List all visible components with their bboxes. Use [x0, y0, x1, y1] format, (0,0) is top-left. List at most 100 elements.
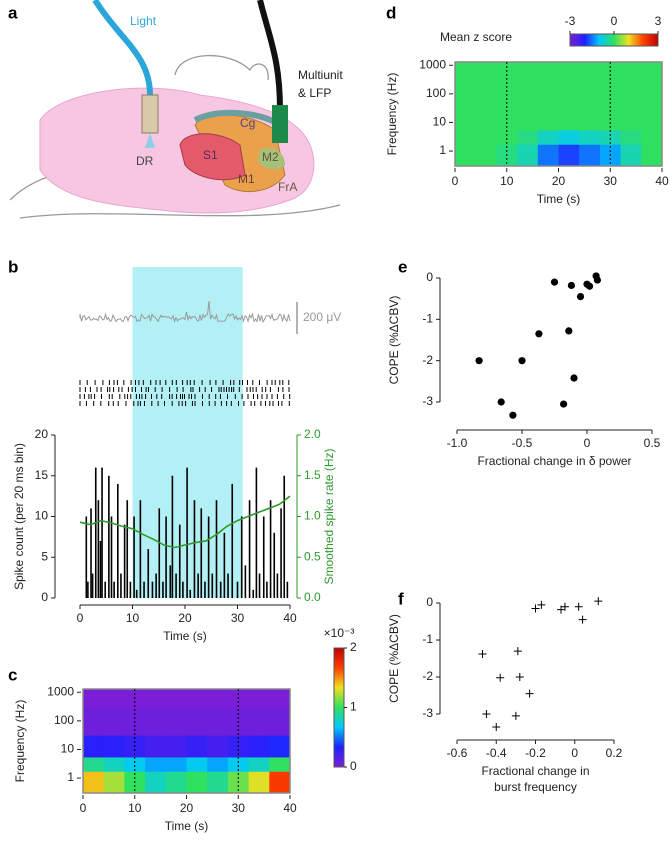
cortex [258, 148, 285, 170]
electrode-base [272, 105, 288, 143]
x-tick-label: -0.2 [525, 746, 546, 760]
x-tick-label: 30 [232, 801, 246, 815]
bar [207, 516, 210, 598]
point [570, 374, 578, 382]
heat-cell [83, 735, 105, 758]
heat-cell [517, 144, 539, 167]
bar [178, 524, 181, 598]
panel-letter: d [386, 3, 396, 22]
point [531, 604, 540, 613]
y-tick-label: 1000 [419, 57, 446, 71]
bar [236, 581, 239, 598]
point [525, 689, 534, 698]
bar [162, 581, 164, 598]
bar [139, 500, 142, 598]
bar [101, 467, 103, 598]
heat-cell [165, 735, 187, 758]
outline [19, 204, 341, 219]
bar [280, 508, 282, 598]
bar [215, 500, 218, 598]
heat-cell [475, 144, 497, 167]
y-tick-label: 10 [433, 115, 447, 129]
x-tick-label: 30 [604, 174, 618, 188]
point [550, 278, 559, 286]
x-tick-label: 20 [552, 174, 566, 188]
y-axis-label: Smoothed spike rate (Hz) [322, 448, 336, 584]
bar [240, 516, 243, 598]
point [586, 282, 594, 290]
heat-cell [207, 735, 229, 758]
heat-cell [248, 771, 270, 794]
electrode [257, 0, 283, 111]
heat-cell [475, 62, 497, 81]
x-tick-label: 30 [231, 611, 245, 625]
x-axis-label: Fractional change in δ power [477, 454, 631, 468]
x-axis-label: Time (s) [537, 192, 581, 206]
heat-cell [455, 108, 477, 131]
bar [151, 581, 154, 598]
y-axis-label: Frequency (Hz) [385, 73, 399, 156]
point [537, 600, 546, 609]
heat-cell [558, 62, 580, 81]
fiber [92, 0, 153, 96]
colorbar-tick-label: -3 [565, 14, 576, 28]
bar [133, 516, 135, 598]
x-tick-label: 40 [655, 174, 669, 188]
y-tick-label: 1.5 [304, 468, 321, 482]
label: S1 [203, 148, 218, 162]
y-axis-label: COPE (%ΔCBV) [387, 296, 401, 385]
panel-letter: f [398, 589, 404, 608]
panel-letter: b [8, 257, 18, 276]
x-tick-label: 10 [126, 611, 140, 625]
heat-cell [455, 129, 477, 145]
heat-cell [248, 706, 270, 736]
heat-cell [579, 144, 601, 167]
bar [175, 573, 177, 598]
heat-cell [537, 144, 559, 167]
x-tick-label: 0 [80, 801, 87, 815]
bar [269, 500, 272, 598]
bar [171, 475, 174, 598]
label: & LFP [298, 86, 331, 100]
point [492, 722, 501, 731]
y-axis-label: COPE (%ΔCBV) [387, 614, 401, 703]
bar [123, 524, 126, 598]
bar [255, 467, 258, 598]
heat-cell [517, 62, 539, 81]
bar [169, 565, 172, 598]
light-cone [145, 133, 155, 148]
x-tick-label: 10 [500, 174, 514, 188]
x-tick-label: 0 [584, 436, 591, 450]
outline [174, 54, 269, 81]
y-tick-label: -3 [422, 706, 433, 720]
heat-cell [517, 108, 539, 131]
plot-frame [454, 61, 663, 167]
diagram: a Light DR Multiunit & LFP Cg S1 M1 M2 F… [8, 0, 343, 219]
heat-cell [558, 144, 580, 167]
heat-cell [269, 735, 291, 758]
x-tick-label: -0.4 [486, 746, 507, 760]
bar [117, 483, 119, 598]
heat-cell [186, 771, 208, 794]
heat-cell [579, 79, 601, 109]
heat-cell [620, 144, 642, 167]
point [574, 602, 583, 611]
bar [283, 475, 286, 598]
heat-cell [83, 689, 105, 708]
bar [266, 581, 268, 598]
heat-cell [579, 62, 601, 81]
point [475, 357, 483, 365]
bar [189, 589, 192, 598]
label: DR [136, 154, 154, 168]
colorbar-label: ×10⁻³ [324, 626, 355, 640]
point [518, 357, 526, 365]
colorbar-tick-label: 1 [350, 700, 357, 714]
y-tick-label: 2.0 [304, 427, 321, 441]
heat-cell [103, 735, 125, 758]
panel-letter: a [8, 3, 18, 22]
y-tick-label: -1 [422, 632, 433, 646]
heat-cell [124, 756, 146, 772]
heat-cell [103, 756, 125, 772]
y-tick-label: 100 [426, 86, 446, 100]
colorbar-tick-label: 0 [611, 14, 618, 28]
